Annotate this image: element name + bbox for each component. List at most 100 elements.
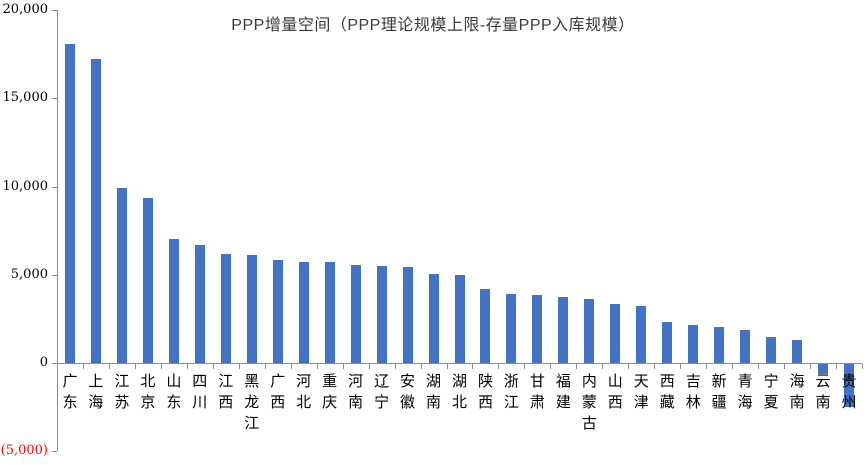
x-axis-label: 云南	[815, 373, 831, 411]
bar	[142, 197, 153, 363]
y-axis-tick-label: 5,000	[10, 266, 48, 282]
y-axis-tick-label: (5,000)	[0, 443, 48, 459]
bar	[636, 305, 647, 363]
x-axis-label: 重庆	[322, 373, 338, 411]
bar	[792, 340, 803, 363]
x-axis-label: 贵州	[841, 373, 857, 411]
x-axis-label: 湖北	[451, 373, 467, 411]
bar	[506, 294, 517, 363]
y-axis-tick-label: 20,000	[2, 2, 49, 17]
x-axis-label: 山西	[607, 373, 623, 411]
y-axis-tick-label: 15,000	[2, 90, 49, 106]
x-axis-tick	[134, 364, 136, 369]
x-axis-label: 河北	[296, 373, 312, 411]
x-axis-label: 吉林	[685, 373, 701, 411]
x-axis-label: 海南	[789, 373, 805, 411]
x-axis-tick	[316, 364, 318, 369]
x-axis-label: 天津	[633, 373, 649, 411]
x-axis-tick	[576, 364, 578, 369]
x-axis-label: 北京	[140, 373, 156, 411]
x-axis-tick	[446, 364, 448, 369]
bar	[558, 296, 569, 363]
x-axis-line	[57, 363, 862, 364]
bar	[64, 43, 75, 363]
x-axis-tick	[108, 364, 110, 369]
bar	[740, 330, 751, 363]
x-axis-tick	[654, 364, 656, 369]
x-axis-label: 甘肃	[529, 373, 545, 411]
x-axis-label: 广东	[62, 373, 78, 411]
y-axis-tick	[52, 363, 57, 364]
x-axis-label: 福建	[555, 373, 571, 411]
bar	[298, 261, 309, 363]
bar	[662, 321, 673, 363]
x-axis-tick	[394, 364, 396, 369]
x-axis-tick	[784, 364, 786, 369]
bar	[220, 253, 231, 363]
x-axis-label: 宁夏	[763, 373, 779, 411]
x-axis-label: 辽宁	[374, 373, 390, 411]
x-axis-tick	[498, 364, 500, 369]
bar	[610, 303, 621, 363]
bar	[818, 364, 829, 374]
x-axis-label: 山东	[166, 373, 182, 411]
x-axis-tick	[602, 364, 604, 369]
x-axis-tick	[758, 364, 760, 369]
bar	[376, 265, 387, 363]
x-axis-tick	[368, 364, 370, 369]
x-axis-label: 安徽	[400, 373, 416, 411]
x-axis-tick	[472, 364, 474, 369]
x-axis-tick	[264, 364, 266, 369]
x-axis-tick	[680, 364, 682, 369]
y-axis-tick-label: 10,000	[2, 178, 49, 194]
x-axis-label: 湖南	[426, 373, 442, 411]
bar	[272, 259, 283, 363]
bar	[532, 295, 543, 363]
bar	[350, 265, 361, 363]
x-axis-label: 四川	[192, 373, 208, 411]
bar	[116, 188, 127, 363]
bar	[90, 58, 101, 363]
x-axis-tick	[836, 364, 838, 369]
x-axis-tick	[628, 364, 630, 369]
x-axis-label: 新疆	[711, 373, 727, 411]
x-axis-tick	[82, 364, 84, 369]
y-axis-tick	[52, 10, 57, 11]
x-axis-tick	[238, 364, 240, 369]
x-axis-label: 青海	[737, 373, 753, 411]
x-axis-label: 陕西	[477, 373, 493, 411]
x-axis-label: 内蒙古	[581, 373, 597, 432]
x-axis-tick	[862, 364, 863, 369]
bar	[766, 336, 777, 363]
x-axis-label: 江苏	[114, 373, 130, 411]
y-axis-tick	[52, 451, 57, 453]
x-axis-tick	[706, 364, 708, 369]
bar	[454, 274, 465, 363]
x-axis-tick	[420, 364, 422, 369]
bar	[714, 326, 725, 363]
bar	[428, 273, 439, 363]
bar	[402, 266, 413, 363]
bar	[480, 288, 491, 363]
x-axis-tick	[160, 364, 162, 369]
y-axis-line	[57, 10, 58, 452]
x-axis-label: 江西	[218, 373, 234, 411]
x-axis-tick	[524, 364, 526, 369]
bar	[844, 364, 855, 408]
bar	[324, 262, 335, 363]
x-axis-label: 黑龙江	[244, 373, 260, 432]
y-axis-tick	[52, 274, 57, 276]
y-axis-tick	[52, 98, 57, 100]
bar	[246, 255, 257, 363]
bar	[168, 239, 179, 363]
x-axis-tick	[290, 364, 292, 369]
x-axis-label: 浙江	[503, 373, 519, 411]
y-axis-tick-label: 0	[39, 355, 48, 370]
bar	[584, 299, 595, 363]
x-axis-tick	[342, 364, 344, 369]
x-axis-tick	[212, 364, 214, 369]
x-axis-label: 河南	[348, 373, 364, 411]
x-axis-label: 广西	[270, 373, 286, 411]
chart-title: PPP增量空间（PPP理论规模上限-存量PPP入库规模）	[231, 17, 635, 34]
